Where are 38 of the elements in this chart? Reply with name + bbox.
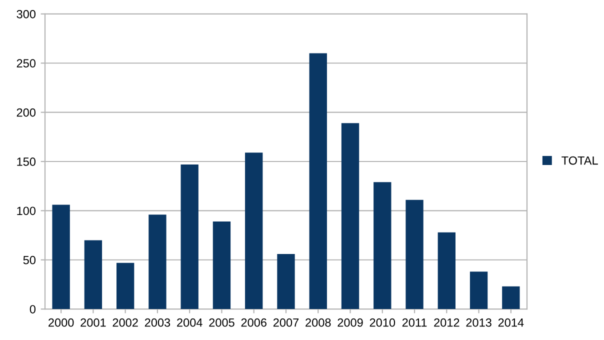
bar xyxy=(84,240,102,310)
bar xyxy=(502,286,520,310)
y-tick-label: 100 xyxy=(17,206,36,216)
x-tick-label: 2014 xyxy=(498,318,524,327)
bar xyxy=(374,182,392,310)
x-tick-label: 2003 xyxy=(144,318,170,327)
x-tick-label: 2013 xyxy=(466,318,492,327)
bar xyxy=(277,254,295,310)
x-tick-label: 2011 xyxy=(402,318,427,327)
x-tick-label: 2008 xyxy=(306,318,331,327)
y-tick-label: 50 xyxy=(23,256,36,264)
x-tick-label: 2010 xyxy=(370,318,396,327)
bar xyxy=(245,152,263,310)
legend-label: TOTAL xyxy=(562,156,598,165)
x-tick-label: 2006 xyxy=(241,318,266,327)
bar xyxy=(470,272,488,310)
x-tick-label: 2012 xyxy=(434,318,460,327)
x-tick-label: 2009 xyxy=(338,318,363,327)
y-tick-label: 200 xyxy=(16,108,36,117)
bar xyxy=(309,53,327,310)
x-tick-label: 2002 xyxy=(112,318,138,327)
y-tick-label: 250 xyxy=(16,59,36,68)
bar xyxy=(438,232,456,310)
x-tick-label: 2005 xyxy=(209,318,234,327)
x-tick-label: 2004 xyxy=(177,318,202,327)
y-tick-label: 150 xyxy=(17,158,36,166)
bar xyxy=(148,214,166,310)
bar xyxy=(406,200,424,310)
bar xyxy=(180,164,198,310)
y-tick-label: 300 xyxy=(16,10,36,18)
bar xyxy=(116,262,134,310)
x-tick-label: 2001 xyxy=(80,318,106,327)
x-tick-label: 2007 xyxy=(273,318,299,327)
bar xyxy=(341,123,360,310)
y-tick-label: 0 xyxy=(30,305,36,314)
x-tick-label: 2000 xyxy=(48,318,74,327)
bar xyxy=(212,222,231,310)
bar xyxy=(52,204,70,310)
